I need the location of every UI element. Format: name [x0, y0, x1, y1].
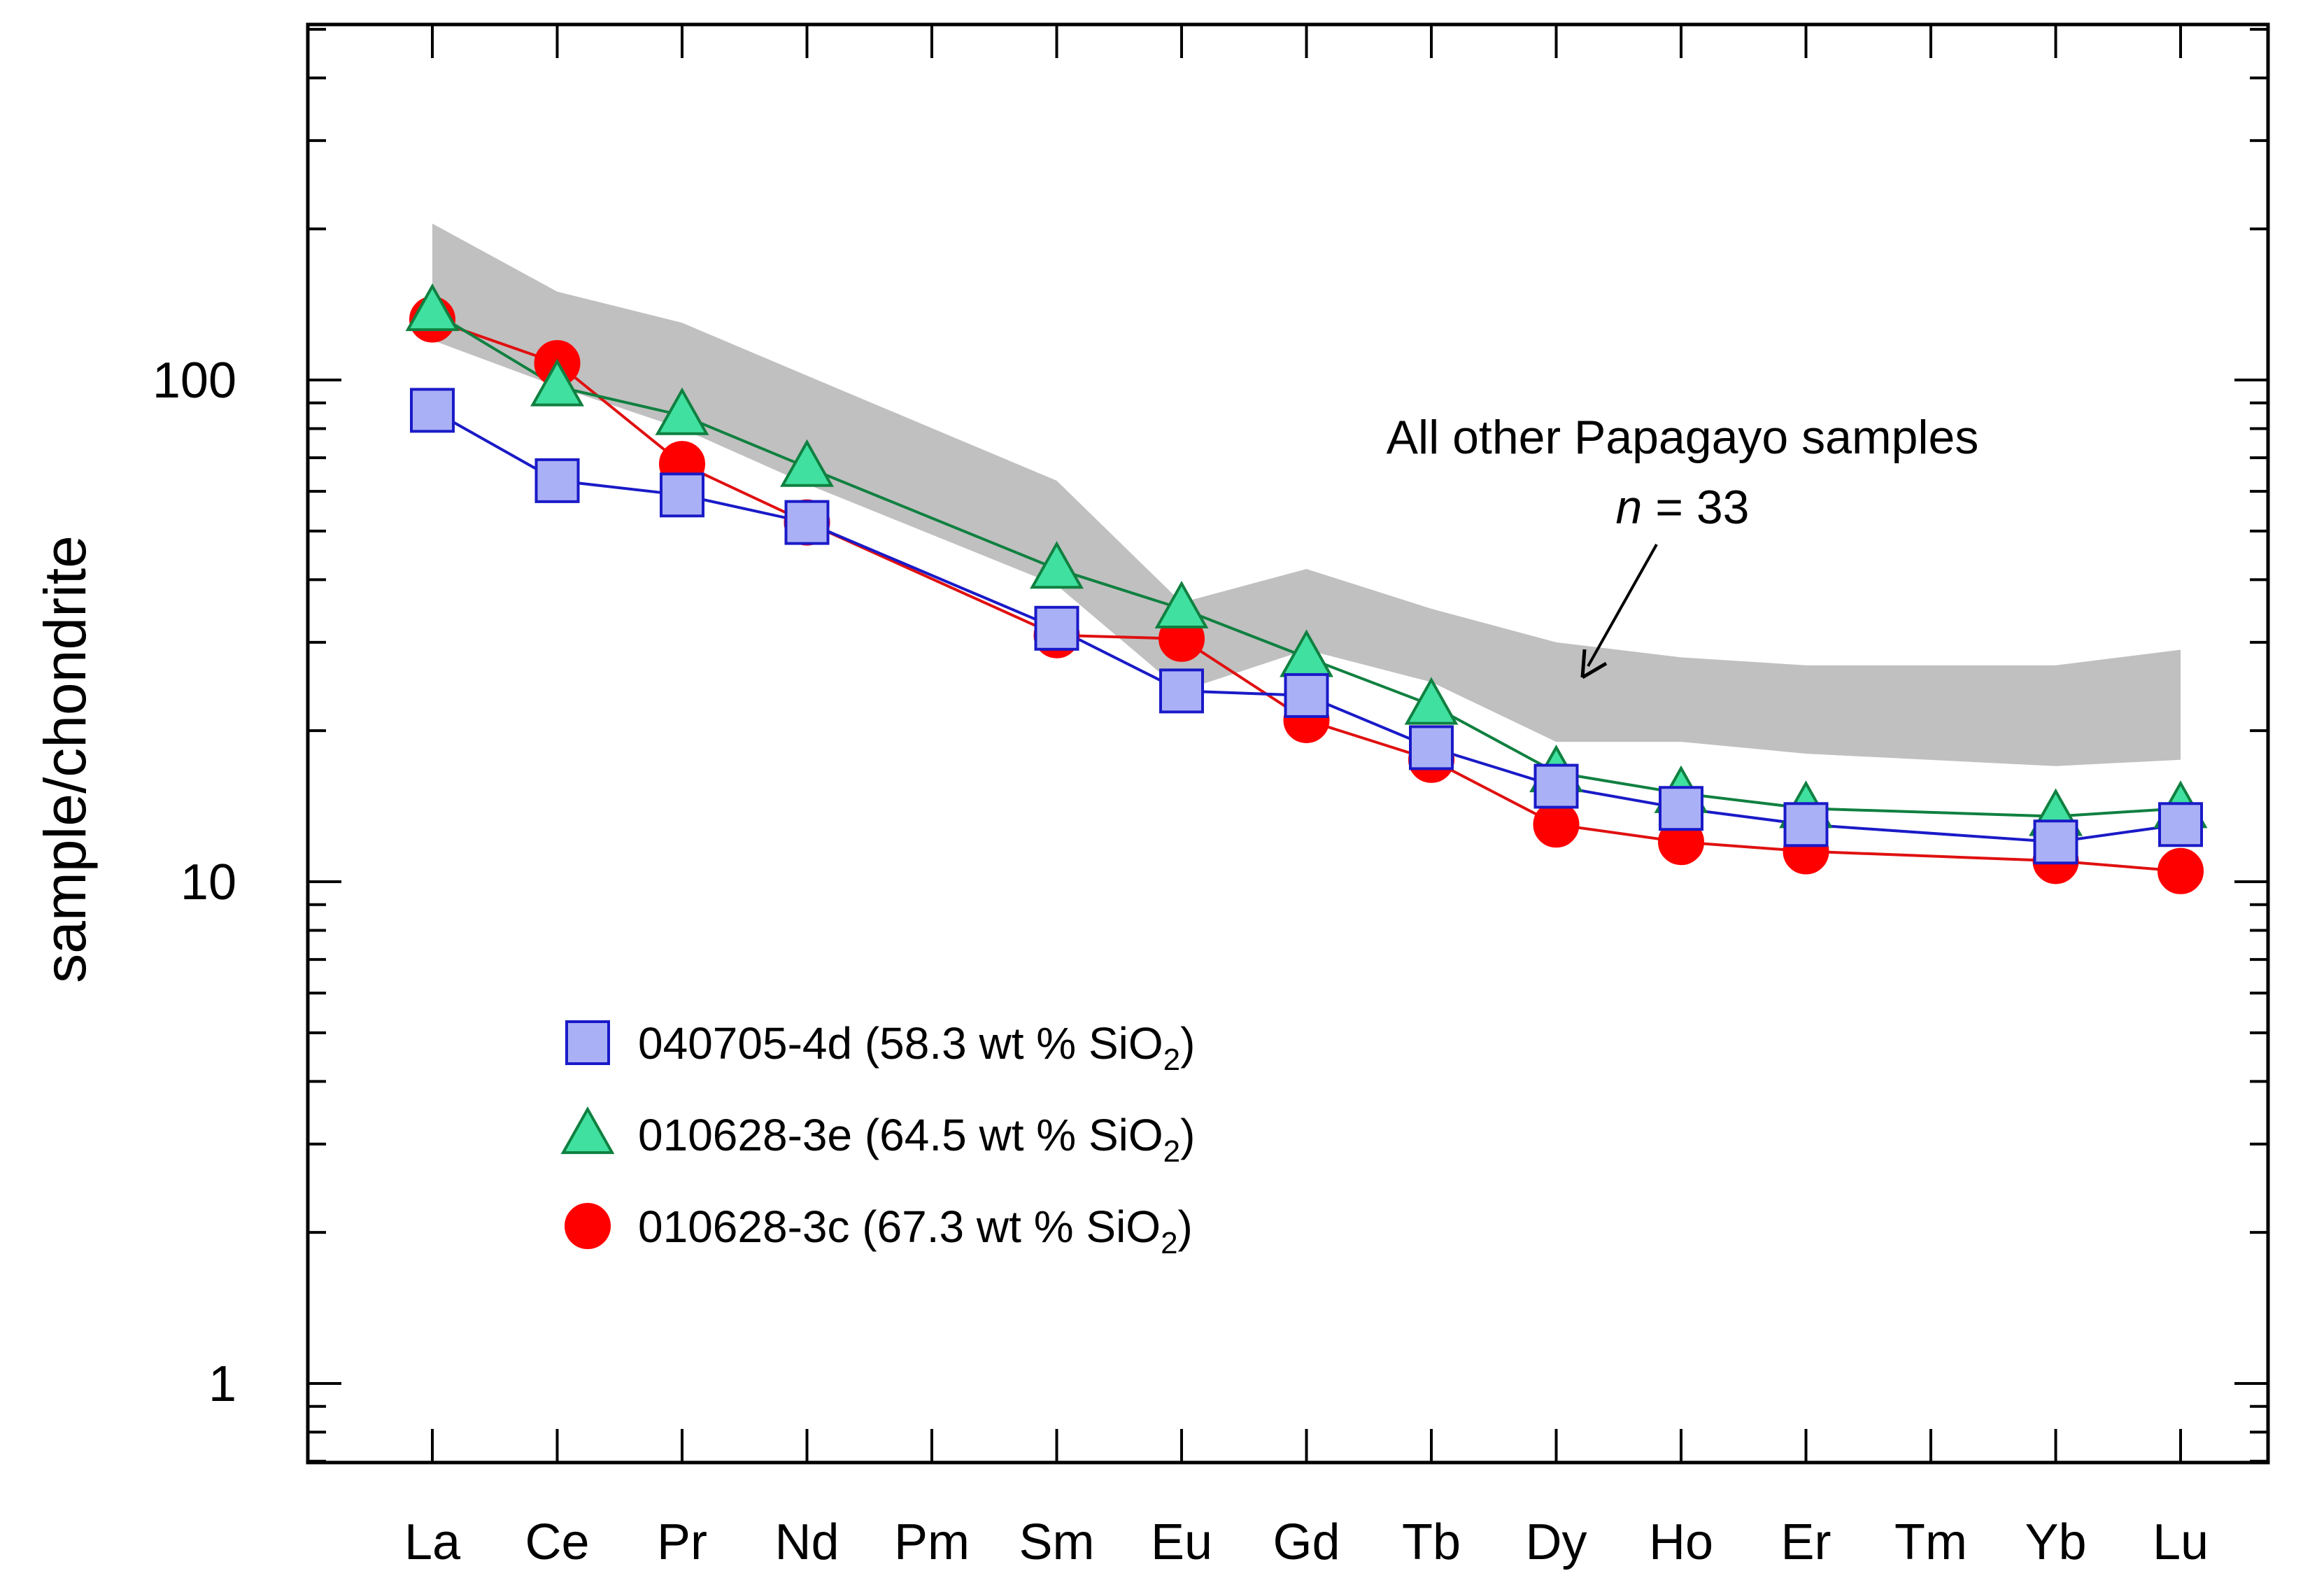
data-point-square	[2033, 819, 2078, 865]
data-point-square	[1159, 668, 1204, 714]
data-point-triangle	[1404, 677, 1459, 725]
x-tick-label-pr: Pr	[657, 1514, 707, 1570]
data-point-square	[1284, 672, 1329, 718]
series-markers-040705-4d	[410, 388, 2203, 865]
data-point-triangle	[405, 283, 460, 332]
data-point-triangle	[1154, 580, 1209, 629]
data-point-triangle	[1030, 541, 1084, 589]
labels-layer: 1 10 100 La Ce Pr Nd Pm Sm Eu Gd Tb Dy Ho Er Tm Yb Lu	[153, 353, 2209, 1570]
x-tick-label-er: Er	[1781, 1514, 1831, 1570]
band-layer	[432, 223, 2181, 766]
legend-label: 010628-3e (64.5 wt % SiO2)	[638, 1110, 1195, 1169]
annotation-arrow-head	[1580, 649, 1608, 679]
y-axis-title: sample/chondrite	[32, 535, 98, 983]
x-tick-label-gd: Gd	[1273, 1514, 1340, 1570]
data-point-triangle	[780, 439, 834, 487]
legend-marker	[565, 1020, 610, 1065]
data-point-square	[784, 500, 830, 545]
x-tick-label-ce: Ce	[525, 1514, 589, 1570]
legend-label: 040705-4d (58.3 wt % SiO2)	[638, 1018, 1195, 1077]
x-tick-label-lu: Lu	[2153, 1514, 2209, 1570]
band-annotation-line1: All other Papagayo samples	[1387, 411, 1979, 464]
data-point-square	[660, 472, 704, 518]
band-range	[432, 223, 2181, 766]
y-tick-label: 10	[180, 854, 236, 910]
data-point-square	[1533, 763, 1579, 809]
data-point-triangle	[655, 387, 709, 435]
x-tick-label-dy: Dy	[1526, 1514, 1587, 1570]
legend: 040705-4d (58.3 wt % SiO2) 010628-3e (64.…	[560, 1018, 1195, 1260]
data-point-square	[1783, 802, 1829, 847]
x-tick-label-tm: Tm	[1894, 1514, 1967, 1570]
y-tick-label: 100	[153, 353, 236, 409]
band-annotation: All other Papagayo samples n = 33	[1387, 411, 1979, 679]
data-point-triangle	[530, 358, 584, 407]
x-tick-label-ho: Ho	[1649, 1514, 1713, 1570]
x-tick-label-pm: Pm	[894, 1514, 970, 1570]
legend-marker	[565, 1203, 611, 1249]
x-tick-label-la: La	[404, 1514, 461, 1570]
x-tick-label-sm: Sm	[1019, 1514, 1095, 1570]
legend-item-010628-3c: 010628-3c (67.3 wt % SiO2)	[565, 1202, 1193, 1260]
data-point-square	[2158, 802, 2203, 847]
x-tick-label-nd: Nd	[774, 1514, 839, 1570]
x-tick-label-eu: Eu	[1151, 1514, 1212, 1570]
data-point-square	[1034, 605, 1079, 651]
data-point-circle	[2158, 847, 2204, 894]
legend-item-010628-3e: 010628-3e (64.5 wt % SiO2)	[560, 1106, 1195, 1169]
legend-marker	[560, 1106, 615, 1155]
data-point-square	[410, 388, 455, 433]
x-tick-label-yb: Yb	[2025, 1514, 2086, 1570]
y-tick-label: 1	[208, 1356, 236, 1412]
plot-frame	[306, 22, 2270, 1465]
data-point-square	[534, 458, 580, 503]
ticks-layer	[308, 24, 2268, 1463]
x-tick-label-tb: Tb	[1402, 1514, 1461, 1570]
legend-item-040705-4d: 040705-4d (58.3 wt % SiO2)	[565, 1018, 1195, 1077]
series-layer	[405, 283, 2208, 894]
data-point-circle	[1533, 801, 1580, 848]
annotation-arrow-shaft	[1587, 544, 1658, 667]
legend-label: 010628-3c (67.3 wt % SiO2)	[638, 1202, 1193, 1260]
band-annotation-line2: n = 33	[1616, 481, 1750, 534]
data-point-square	[1409, 725, 1454, 770]
data-point-square	[1659, 786, 1703, 831]
